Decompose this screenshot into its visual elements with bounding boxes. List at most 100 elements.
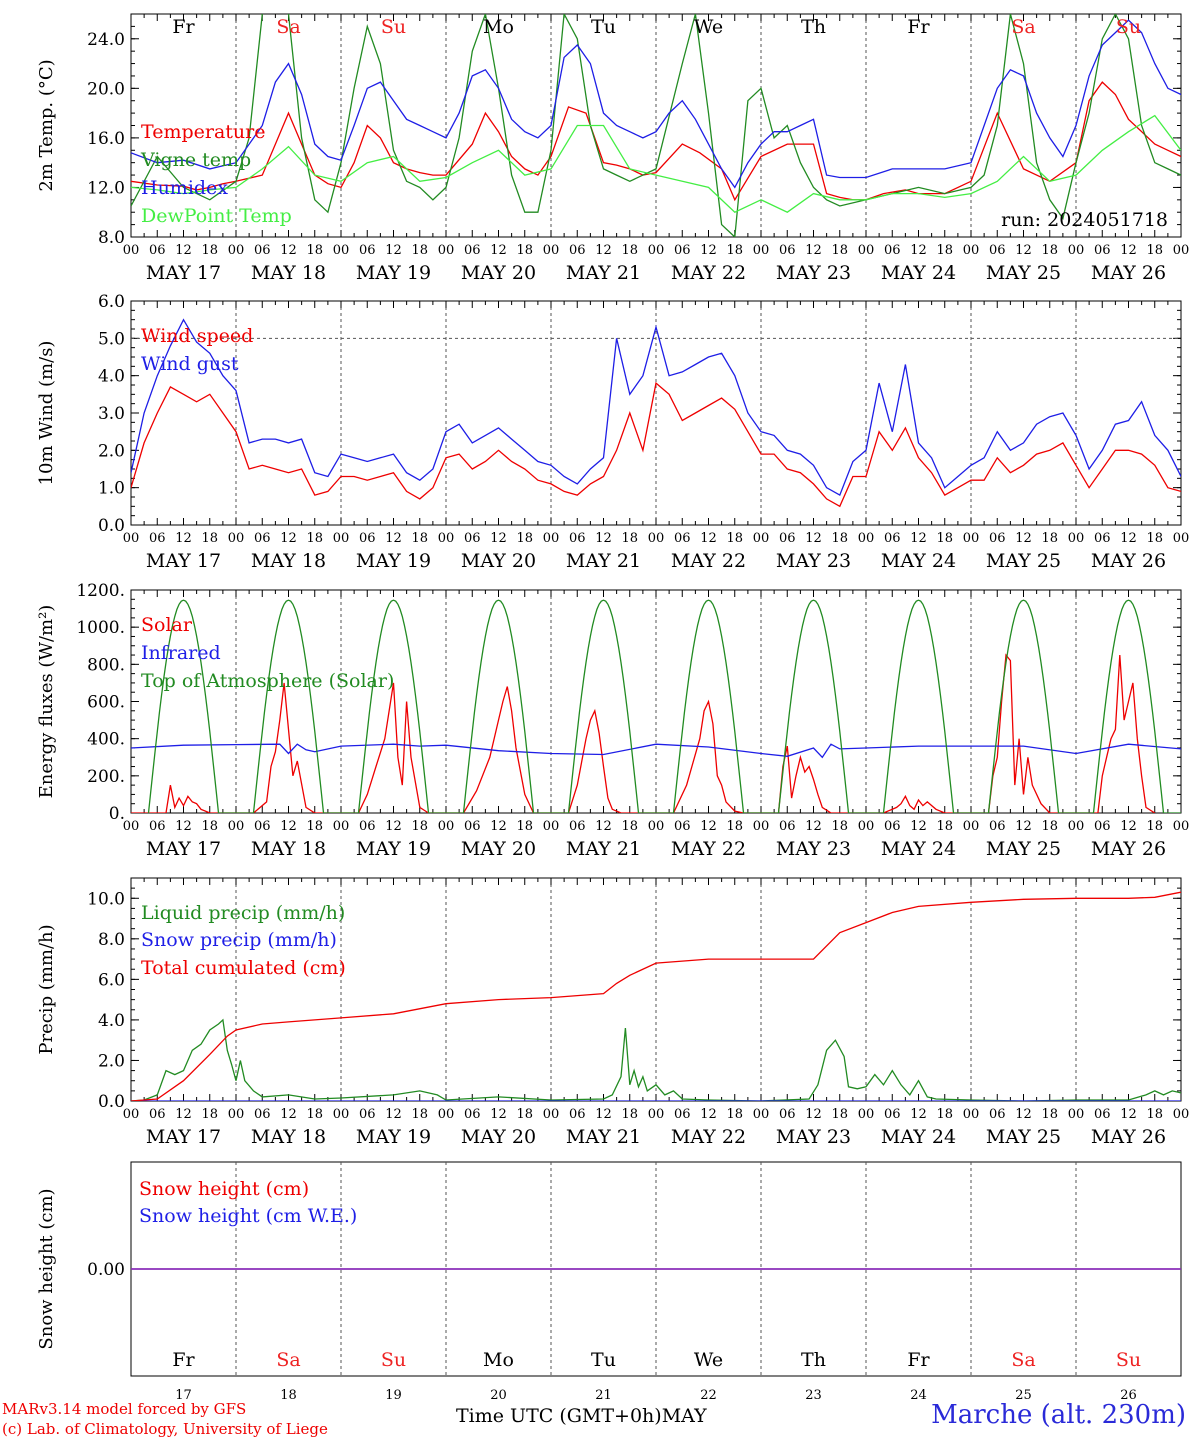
hour-label: 00 — [543, 243, 560, 258]
y-tick-label: 6.0 — [98, 970, 125, 990]
hour-label: 12 — [1120, 1107, 1137, 1122]
legend-entry: Liquid precip (mm/h) — [141, 902, 345, 924]
hour-label: 06 — [779, 819, 796, 834]
hour-label: 18 — [726, 531, 743, 546]
hour-label: 12 — [385, 243, 402, 258]
y-tick-label: 0.00 — [87, 1260, 125, 1280]
hour-label: 00 — [438, 243, 455, 258]
hour-label: 00 — [963, 819, 980, 834]
date-label: MAY 19 — [356, 550, 431, 572]
hour-label: 06 — [989, 819, 1006, 834]
weekday-label: Sa — [1011, 16, 1035, 38]
hour-label: 06 — [779, 243, 796, 258]
hour-label: 12 — [1120, 243, 1137, 258]
date-label: MAY 18 — [251, 550, 326, 572]
hour-label: 18 — [201, 819, 218, 834]
hour-label: 00 — [648, 243, 665, 258]
series-humidex — [131, 19, 1181, 189]
hour-label: 00 — [228, 531, 245, 546]
series-dewpoint-temp — [131, 114, 1181, 213]
hour-label: 18 — [411, 243, 428, 258]
hour-label: 06 — [464, 1107, 481, 1122]
plot-frame — [130, 589, 1182, 814]
hour-label: 12 — [1120, 531, 1137, 546]
hour-label: 18 — [726, 819, 743, 834]
y-tick-label: 3.0 — [98, 404, 125, 424]
hour-label: 12 — [1015, 243, 1032, 258]
weekday-label: Mo — [483, 1349, 514, 1371]
weekday-label: Tu — [591, 16, 616, 38]
y-tick-label: 1.0 — [98, 479, 125, 499]
hour-label: 06 — [464, 531, 481, 546]
hour-label: 12 — [700, 1107, 717, 1122]
hour-label: 00 — [648, 819, 665, 834]
hour-label: 18 — [936, 531, 953, 546]
hour-label: 06 — [464, 243, 481, 258]
legend-entry: Humidex — [141, 177, 228, 199]
hour-label: 12 — [175, 243, 192, 258]
hour-label: 12 — [805, 819, 822, 834]
model-credit: MARv3.14 model forced by GFS — [2, 1400, 247, 1418]
hour-label: 00 — [963, 243, 980, 258]
hour-label: 06 — [1094, 531, 1111, 546]
weekday-label: Fr — [907, 16, 930, 38]
date-label: MAY 23 — [776, 262, 851, 284]
hour-label: 12 — [1015, 1107, 1032, 1122]
hour-label: 00 — [753, 1107, 770, 1122]
hour-label: 12 — [1120, 819, 1137, 834]
hour-label: 12 — [1015, 531, 1032, 546]
date-label: MAY 21 — [566, 838, 641, 860]
hour-label: 06 — [359, 819, 376, 834]
hour-label: 00 — [753, 819, 770, 834]
hour-label: 06 — [989, 531, 1006, 546]
day-number: 25 — [1015, 1388, 1032, 1403]
y-tick-label: 8.0 — [98, 228, 125, 248]
y-tick-label: 0.0 — [98, 516, 125, 536]
series-total-cumulated-cm — [131, 891, 1181, 1101]
series-wind-speed — [131, 381, 1181, 508]
legend-entry: Snow precip (mm/h) — [141, 929, 337, 951]
hour-label: 18 — [306, 819, 323, 834]
y-tick-label: 6.0 — [98, 292, 125, 312]
hour-label: 12 — [910, 243, 927, 258]
weekday-label: Sa — [276, 16, 300, 38]
legend-entry: Wind gust — [141, 353, 239, 375]
hour-label: 18 — [306, 531, 323, 546]
hour-label: 18 — [621, 531, 638, 546]
hour-label: 18 — [726, 1107, 743, 1122]
hour-label: 12 — [910, 1107, 927, 1122]
hour-label: 18 — [621, 1107, 638, 1122]
date-label: MAY 24 — [881, 550, 956, 572]
weekday-label: Th — [801, 16, 826, 38]
day-number: 18 — [280, 1388, 297, 1403]
hour-label: 00 — [333, 819, 350, 834]
hour-label: 06 — [254, 819, 271, 834]
date-label: MAY 19 — [356, 262, 431, 284]
hour-label: 12 — [490, 243, 507, 258]
hour-label: 06 — [254, 1107, 271, 1122]
hour-label: 06 — [989, 243, 1006, 258]
hour-label: 00 — [228, 1107, 245, 1122]
y-axis-label: Snow height (cm) — [36, 1188, 57, 1349]
hour-label: 18 — [1041, 243, 1058, 258]
weekday-label: Su — [381, 1349, 406, 1371]
legend-entry: Infrared — [141, 642, 221, 664]
hour-label: 18 — [201, 243, 218, 258]
hour-label: 18 — [936, 1107, 953, 1122]
series-top-of-atmosphere-solar — [147, 599, 1181, 813]
hour-label: 00 — [1173, 819, 1190, 834]
series-liquid-precip-mm-h — [131, 1018, 1181, 1101]
legend-entry: DewPoint Temp — [141, 205, 292, 227]
hour-label: 06 — [1094, 1107, 1111, 1122]
y-tick-label: 1000. — [76, 618, 125, 638]
legend-entry: Vigne temp — [140, 149, 251, 171]
hour-label: 06 — [359, 243, 376, 258]
hour-label: 00 — [333, 1107, 350, 1122]
hour-label: 12 — [805, 243, 822, 258]
hour-label: 12 — [175, 1107, 192, 1122]
hour-label: 18 — [411, 531, 428, 546]
date-label: MAY 17 — [146, 838, 221, 860]
station-name: Marche (alt. 230m) — [931, 1400, 1186, 1430]
hour-label: 18 — [1041, 819, 1058, 834]
